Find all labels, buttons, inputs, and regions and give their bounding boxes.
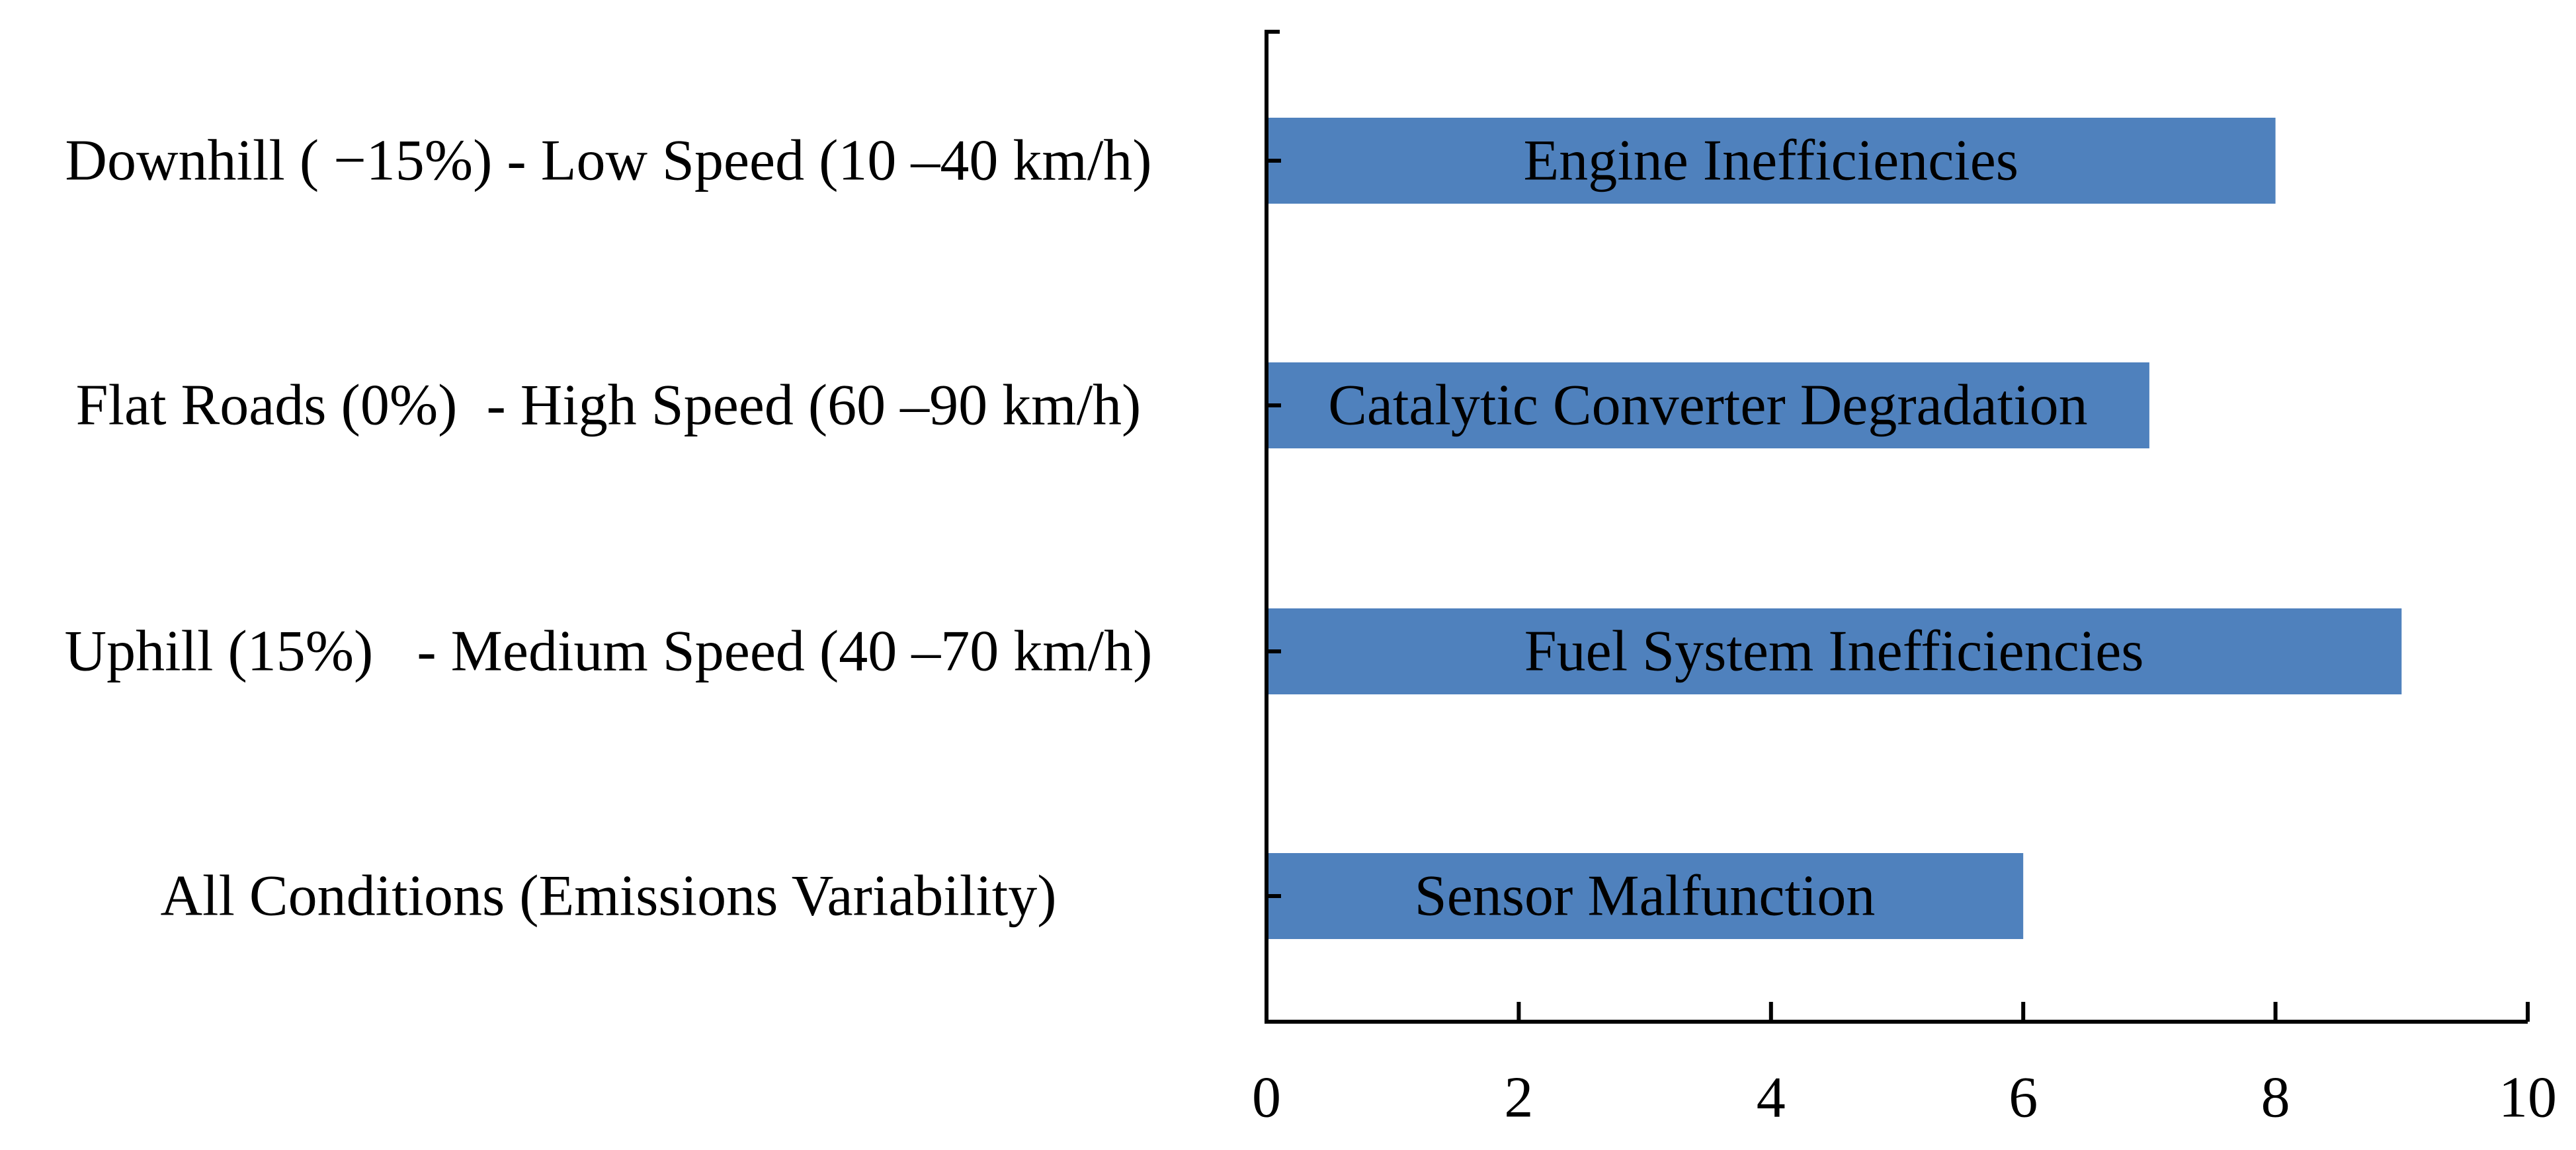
y-axis-line	[1265, 30, 1280, 1022]
bar	[1267, 853, 2024, 939]
x-tick-label: 10	[2499, 1066, 2557, 1130]
y-ticks-group	[1267, 159, 1281, 898]
category-label: All Conditions (Emissions Variability)	[160, 864, 1056, 928]
x-tick-label: 6	[2009, 1066, 2038, 1130]
bar-data-label: Catalytic Converter Degradation	[1328, 374, 2087, 438]
x-ticks-group: 0 2 4 6 8 10	[1252, 1002, 2557, 1130]
category-label: Downhill ( −15%) - Low Speed (10 –40 km/…	[65, 129, 1151, 193]
x-tick-label: 0	[1252, 1066, 1281, 1130]
bars-group	[1267, 118, 2402, 939]
x-tick-label: 8	[2261, 1066, 2290, 1130]
bar	[1267, 608, 2402, 694]
category-label: Flat Roads (0%) - High Speed (60 –90 km/…	[76, 374, 1142, 438]
category-label: Uphill (15%) - Medium Speed (40 –70 km/h…	[65, 620, 1153, 684]
category-labels-group: Downhill ( −15%) - Low Speed (10 –40 km/…	[65, 129, 1153, 928]
x-tick-label: 4	[1757, 1066, 1786, 1130]
bar-data-label: Engine Inefficiencies	[1524, 129, 2018, 193]
bar-data-label: Fuel System Inefficiencies	[1524, 620, 2144, 684]
bar-labels-group: Engine Inefficiencies Catalytic Converter…	[1328, 129, 2143, 928]
axes-group	[1265, 30, 2528, 1024]
bar-data-label: Sensor Malfunction	[1415, 864, 1876, 928]
bar	[1267, 118, 2276, 204]
x-tick-label: 2	[1504, 1066, 1533, 1130]
bar	[1267, 362, 2149, 448]
